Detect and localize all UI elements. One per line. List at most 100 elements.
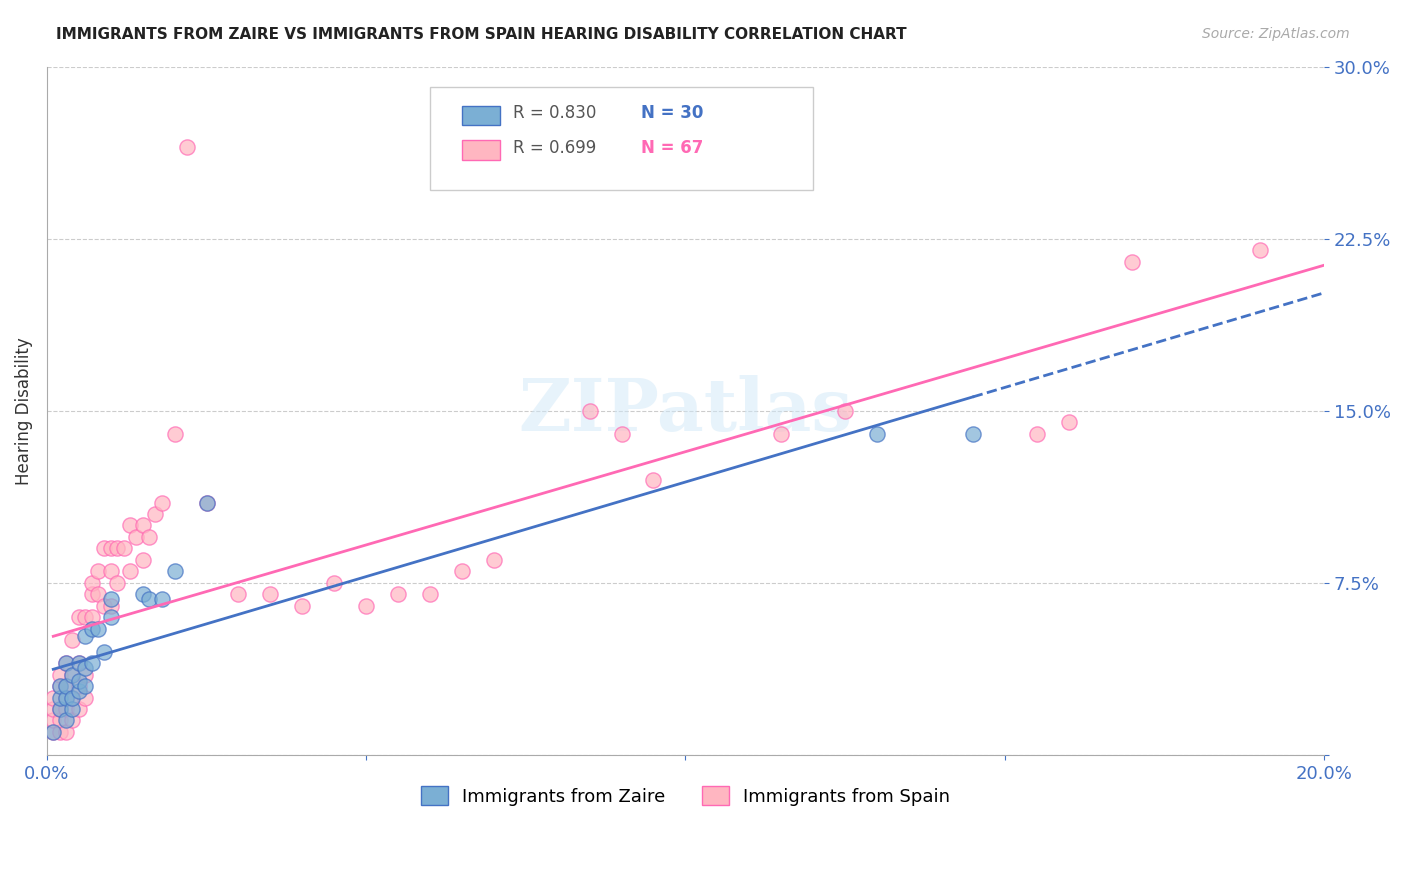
Immigrants from Spain — [228, 587, 250, 601]
Immigrants from Spain — [834, 403, 856, 417]
Immigrants from Spain — [67, 702, 90, 716]
Immigrants from Spain — [105, 575, 128, 590]
Immigrants from Spain — [62, 633, 84, 648]
Immigrants from Spain — [55, 725, 77, 739]
Immigrants from Spain — [610, 426, 633, 441]
Immigrants from Spain — [100, 599, 122, 613]
Immigrants from Spain — [67, 656, 90, 670]
Immigrants from Spain — [67, 679, 90, 693]
Immigrants from Zaire — [80, 656, 103, 670]
Immigrants from Spain — [62, 667, 84, 681]
FancyBboxPatch shape — [430, 87, 813, 191]
Immigrants from Spain — [87, 565, 110, 579]
Immigrants from Spain — [55, 690, 77, 705]
Immigrants from Spain — [55, 679, 77, 693]
Immigrants from Zaire — [150, 591, 173, 606]
Immigrants from Spain — [80, 587, 103, 601]
FancyBboxPatch shape — [463, 106, 501, 125]
Immigrants from Zaire — [67, 656, 90, 670]
Immigrants from Zaire — [62, 690, 84, 705]
Immigrants from Spain — [48, 714, 70, 728]
Immigrants from Spain — [482, 553, 505, 567]
Immigrants from Spain — [75, 690, 97, 705]
Immigrants from Zaire — [62, 702, 84, 716]
Immigrants from Spain — [100, 565, 122, 579]
Immigrants from Zaire — [75, 661, 97, 675]
Immigrants from Spain — [55, 656, 77, 670]
Immigrants from Zaire — [62, 667, 84, 681]
Immigrants from Zaire — [55, 656, 77, 670]
Immigrants from Spain — [259, 587, 281, 601]
Immigrants from Spain — [118, 518, 141, 533]
Immigrants from Spain — [195, 495, 218, 509]
Immigrants from Spain — [1249, 243, 1271, 257]
Immigrants from Spain — [100, 541, 122, 556]
Immigrants from Zaire — [962, 426, 984, 441]
Text: N = 30: N = 30 — [641, 104, 703, 122]
Immigrants from Spain — [42, 725, 65, 739]
Text: Source: ZipAtlas.com: Source: ZipAtlas.com — [1202, 27, 1350, 41]
Immigrants from Spain — [75, 667, 97, 681]
Immigrants from Spain — [42, 702, 65, 716]
Immigrants from Zaire — [48, 690, 70, 705]
Immigrants from Spain — [1025, 426, 1047, 441]
Immigrants from Zaire — [67, 683, 90, 698]
Immigrants from Spain — [163, 426, 186, 441]
Immigrants from Spain — [75, 610, 97, 624]
Immigrants from Spain — [354, 599, 377, 613]
Immigrants from Zaire — [87, 622, 110, 636]
Immigrants from Spain — [138, 530, 160, 544]
Immigrants from Zaire — [131, 587, 153, 601]
Immigrants from Spain — [87, 587, 110, 601]
Immigrants from Spain — [125, 530, 148, 544]
Immigrants from Spain — [93, 541, 115, 556]
Immigrants from Zaire — [67, 674, 90, 689]
Immigrants from Spain — [80, 610, 103, 624]
Immigrants from Spain — [55, 702, 77, 716]
Immigrants from Zaire — [48, 702, 70, 716]
Text: IMMIGRANTS FROM ZAIRE VS IMMIGRANTS FROM SPAIN HEARING DISABILITY CORRELATION CH: IMMIGRANTS FROM ZAIRE VS IMMIGRANTS FROM… — [56, 27, 907, 42]
Immigrants from Zaire — [55, 690, 77, 705]
Text: R = 0.699: R = 0.699 — [513, 139, 596, 157]
Immigrants from Spain — [387, 587, 409, 601]
Immigrants from Spain — [48, 679, 70, 693]
Immigrants from Zaire — [866, 426, 889, 441]
Immigrants from Zaire — [42, 725, 65, 739]
Legend: Immigrants from Zaire, Immigrants from Spain: Immigrants from Zaire, Immigrants from S… — [412, 777, 959, 814]
Text: ZIPatlas: ZIPatlas — [519, 376, 852, 446]
Immigrants from Zaire — [195, 495, 218, 509]
Y-axis label: Hearing Disability: Hearing Disability — [15, 337, 32, 484]
Immigrants from Zaire — [75, 679, 97, 693]
Immigrants from Spain — [150, 495, 173, 509]
Immigrants from Zaire — [55, 714, 77, 728]
Immigrants from Spain — [48, 725, 70, 739]
Immigrants from Spain — [48, 702, 70, 716]
Immigrants from Spain — [93, 599, 115, 613]
FancyBboxPatch shape — [463, 140, 501, 160]
Immigrants from Spain — [176, 140, 198, 154]
Immigrants from Spain — [48, 667, 70, 681]
Immigrants from Zaire — [55, 679, 77, 693]
Immigrants from Spain — [1057, 415, 1080, 429]
Immigrants from Zaire — [93, 645, 115, 659]
Immigrants from Spain — [451, 565, 474, 579]
Immigrants from Zaire — [48, 679, 70, 693]
Immigrants from Spain — [1121, 254, 1143, 268]
Immigrants from Spain — [105, 541, 128, 556]
Immigrants from Spain — [643, 473, 665, 487]
Immigrants from Zaire — [163, 565, 186, 579]
Immigrants from Spain — [131, 553, 153, 567]
Immigrants from Zaire — [138, 591, 160, 606]
Immigrants from Spain — [112, 541, 135, 556]
Immigrants from Spain — [62, 714, 84, 728]
Immigrants from Spain — [42, 714, 65, 728]
Immigrants from Spain — [323, 575, 346, 590]
Immigrants from Spain — [578, 403, 600, 417]
Immigrants from Spain — [291, 599, 314, 613]
Immigrants from Spain — [118, 565, 141, 579]
Immigrants from Zaire — [75, 629, 97, 643]
Immigrants from Spain — [770, 426, 793, 441]
Immigrants from Zaire — [100, 610, 122, 624]
Immigrants from Zaire — [100, 591, 122, 606]
Immigrants from Spain — [42, 690, 65, 705]
